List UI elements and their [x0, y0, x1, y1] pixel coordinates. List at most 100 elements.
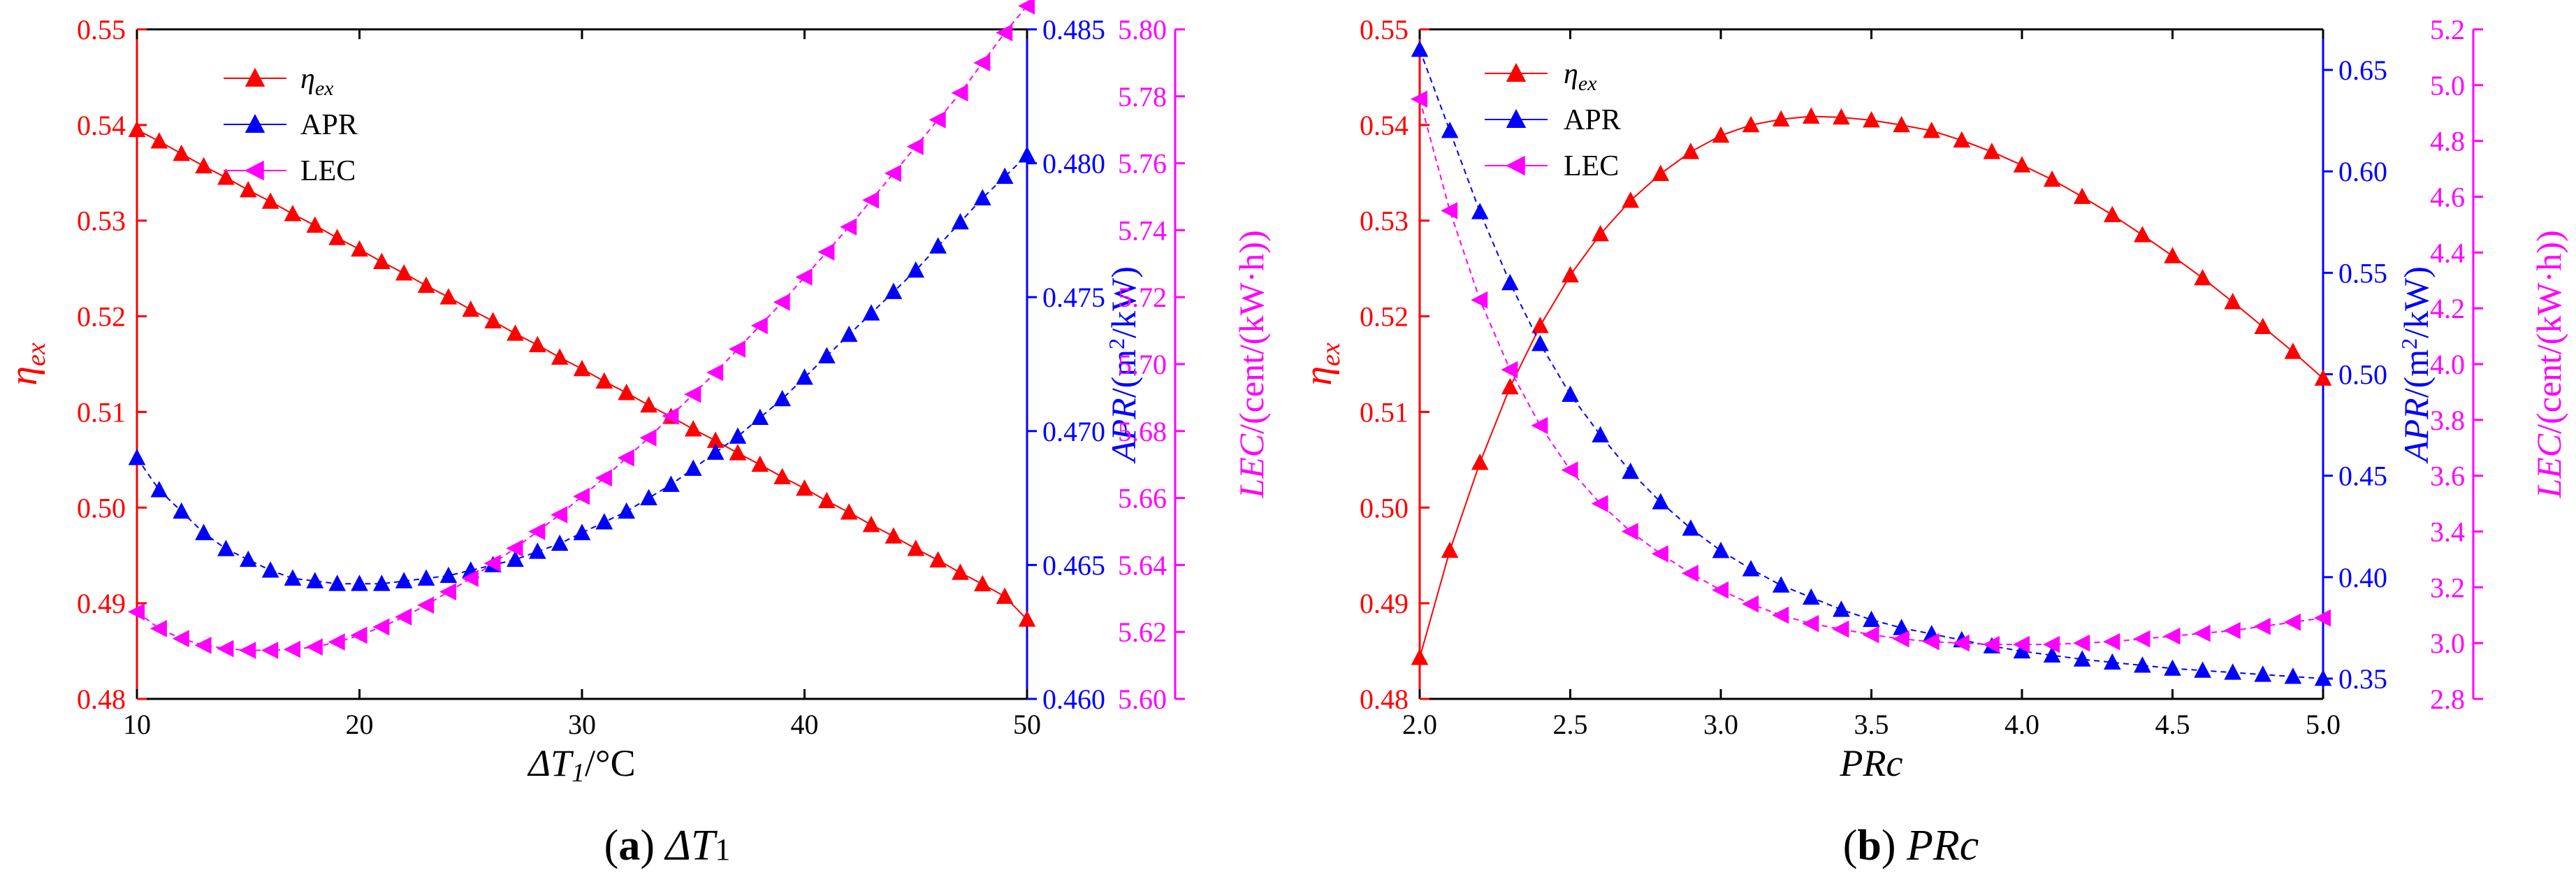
data-point-right1: [1652, 493, 1670, 509]
data-point-right2: [773, 294, 790, 311]
data-point-right1: [1411, 41, 1429, 57]
left-tick-label: 0.49: [1360, 588, 1409, 619]
data-point-left: [395, 263, 413, 281]
data-point-left: [796, 479, 813, 496]
data-point-right2: [417, 596, 435, 614]
apr-tick-label: 0.40: [2338, 562, 2387, 593]
lec-tick-label: 5.68: [1118, 416, 1167, 447]
lec-tick-label: 5.76: [1118, 148, 1167, 180]
data-point-right1: [885, 282, 903, 299]
caption-b: (b) PRc: [1843, 822, 1979, 869]
lec-tick-label: 5.0: [2430, 70, 2465, 101]
data-point-right2: [1742, 595, 1759, 613]
data-point-right1: [1863, 610, 1880, 628]
data-point-right2: [951, 84, 968, 102]
data-point-right2: [906, 138, 924, 155]
data-point-right2: [283, 640, 300, 658]
data-point-left: [618, 384, 636, 400]
panel-b: 2.0 2.5 3.0 3.5 4.0 4.5 5.0 PRc 0.48 0.49 0.50 0.51…: [1297, 14, 2568, 784]
left-tick-label: 0.53: [1360, 205, 1409, 237]
data-point-left: [173, 144, 191, 161]
legend-marker: [245, 68, 265, 87]
data-point-right2: [439, 583, 456, 601]
left-tick-label: 0.50: [1360, 492, 1409, 523]
data-point-left: [507, 324, 524, 341]
lec-tick-label: 4.2: [2430, 293, 2465, 324]
data-point-right2: [239, 642, 256, 659]
legend-marker: [1506, 155, 1525, 176]
data-point-right2: [328, 633, 345, 651]
data-point-left: [128, 120, 146, 138]
data-point-right2: [1802, 614, 1819, 632]
data-point-right1: [796, 368, 813, 385]
data-point-right1: [907, 261, 925, 278]
data-point-right1: [1531, 334, 1549, 352]
left-tick-label: 0.48: [1360, 684, 1409, 715]
data-point-left: [2043, 170, 2061, 187]
data-point-right2: [461, 570, 479, 587]
apr-tick-label: 0.65: [2338, 55, 2387, 86]
data-point-right1: [862, 304, 880, 321]
left-tick-label: 0.51: [1360, 396, 1409, 428]
left-tick-label: 0.52: [77, 301, 126, 333]
data-point-right1: [1018, 146, 1036, 163]
data-point-right2: [728, 340, 745, 358]
data-point-right1: [2314, 669, 2332, 686]
data-point-right1: [395, 572, 413, 588]
data-point-right2: [2283, 613, 2301, 631]
data-point-left: [195, 157, 212, 174]
data-point-right2: [750, 317, 768, 335]
data-point-right1: [1712, 542, 1730, 558]
data-point-right1: [662, 475, 680, 492]
data-point-right2: [1892, 630, 1909, 648]
data-point-left: [373, 252, 391, 269]
data-point-left: [551, 348, 569, 365]
data-point-left: [1712, 126, 1730, 143]
data-point-left: [1471, 453, 1489, 470]
series-line-right1: [136, 154, 1028, 585]
data-point-right1: [2254, 665, 2272, 682]
data-point-left: [1411, 649, 1429, 665]
lec-tick-label: 5.2: [2430, 14, 2465, 45]
data-point-right2: [2314, 609, 2331, 627]
lec-tick-label: 3.4: [2430, 516, 2465, 548]
data-point-right1: [1742, 560, 1760, 577]
apr-tick-label: 0.50: [2338, 359, 2387, 391]
data-point-left: [1953, 131, 1971, 148]
data-point-right1: [1622, 462, 1640, 479]
data-point-right2: [884, 164, 901, 182]
data-point-right2: [1982, 635, 2000, 653]
x-tick-label: 40: [791, 709, 819, 740]
lec-tick-label: 3.2: [2430, 572, 2465, 603]
data-point-right1: [328, 574, 346, 591]
data-point-right2: [395, 608, 412, 626]
data-point-right2: [350, 626, 368, 644]
lec-tick-label: 5.72: [1118, 282, 1167, 313]
apr-axis-label: APR/(m2/kW): [1104, 266, 1143, 464]
data-point-left: [1742, 115, 1760, 133]
data-point-left: [1501, 377, 1519, 395]
data-point-right1: [195, 523, 212, 540]
apr-tick-label: 0.60: [2338, 156, 2387, 187]
data-point-right2: [996, 24, 1013, 42]
x-tick-label: 4.0: [2004, 709, 2039, 740]
data-point-left: [1441, 541, 1459, 558]
data-point-right2: [150, 620, 167, 637]
data-point-right1: [173, 502, 191, 519]
left-tick-label: 0.51: [77, 396, 126, 428]
apr-tick-label: 0.475: [1042, 282, 1105, 313]
caption-a: (a) ΔT1: [604, 822, 731, 869]
apr-tick-label: 0.460: [1042, 684, 1105, 715]
data-point-left: [684, 420, 702, 437]
data-point-left: [2164, 247, 2181, 263]
data-point-right2: [1591, 495, 1608, 512]
data-point-left: [1863, 111, 1880, 128]
data-point-right1: [1441, 122, 1459, 138]
data-point-left: [640, 396, 657, 413]
data-point-left: [1562, 266, 1579, 283]
data-point-right1: [996, 167, 1014, 185]
apr-tick-label: 0.470: [1042, 416, 1105, 447]
data-point-right1: [373, 574, 391, 591]
data-point-left: [261, 192, 279, 209]
data-point-right1: [2103, 653, 2121, 670]
